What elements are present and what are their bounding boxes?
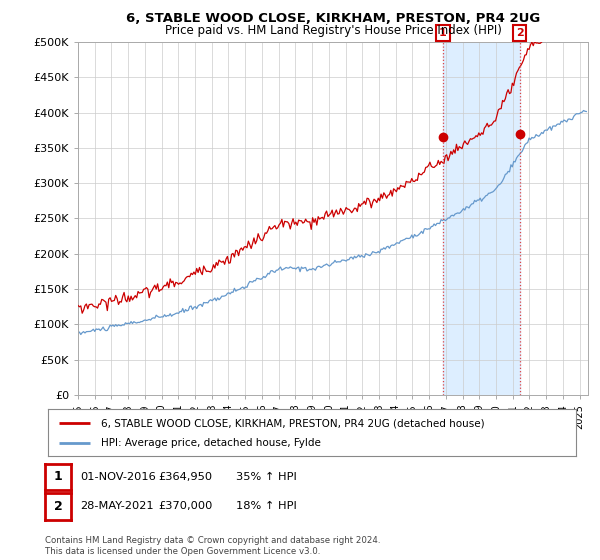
Text: 01-NOV-2016: 01-NOV-2016 <box>80 472 156 482</box>
Text: 1: 1 <box>54 470 62 483</box>
Text: 18% ↑ HPI: 18% ↑ HPI <box>236 502 297 511</box>
Text: £370,000: £370,000 <box>158 502 213 511</box>
Text: 2: 2 <box>54 500 62 513</box>
Text: HPI: Average price, detached house, Fylde: HPI: Average price, detached house, Fyld… <box>101 438 320 448</box>
Text: Price paid vs. HM Land Registry's House Price Index (HPI): Price paid vs. HM Land Registry's House … <box>164 24 502 36</box>
Text: 6, STABLE WOOD CLOSE, KIRKHAM, PRESTON, PR4 2UG: 6, STABLE WOOD CLOSE, KIRKHAM, PRESTON, … <box>126 12 540 25</box>
Text: 35% ↑ HPI: 35% ↑ HPI <box>236 472 297 482</box>
Text: 1: 1 <box>439 28 447 38</box>
Text: 28-MAY-2021: 28-MAY-2021 <box>80 502 154 511</box>
Text: 6, STABLE WOOD CLOSE, KIRKHAM, PRESTON, PR4 2UG (detached house): 6, STABLE WOOD CLOSE, KIRKHAM, PRESTON, … <box>101 418 484 428</box>
Text: Contains HM Land Registry data © Crown copyright and database right 2024.
This d: Contains HM Land Registry data © Crown c… <box>45 536 380 556</box>
Text: 2: 2 <box>516 28 523 38</box>
Text: £364,950: £364,950 <box>158 472 212 482</box>
Bar <box>443 42 520 395</box>
